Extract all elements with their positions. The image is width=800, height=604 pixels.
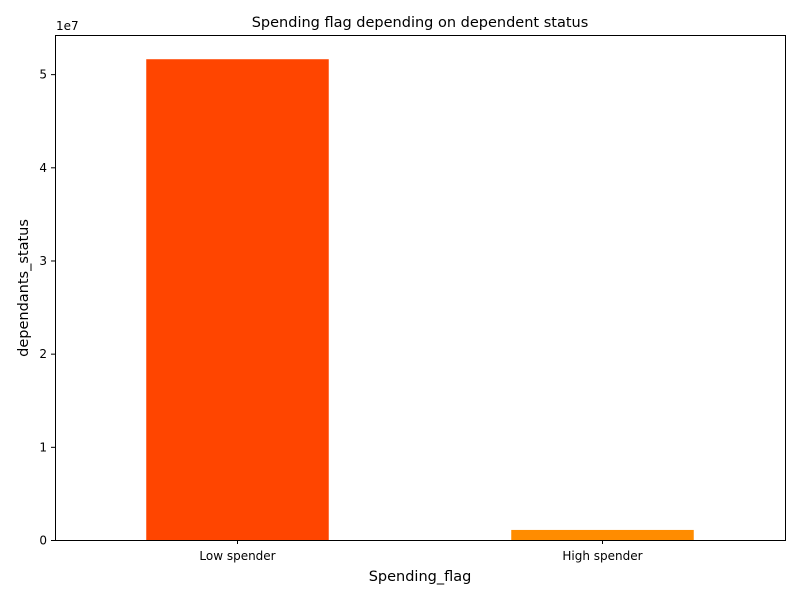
bar-low-spender bbox=[146, 59, 329, 540]
x-tick-label: Low spender bbox=[199, 549, 275, 563]
bars-layer bbox=[146, 59, 694, 540]
x-axis-ticks: Low spender High spender bbox=[199, 540, 643, 563]
y-tick-label: 5 bbox=[39, 68, 47, 82]
x-axis-label: Spending_flag bbox=[369, 569, 472, 585]
y-tick-label: 2 bbox=[39, 347, 47, 361]
y-tick-label: 0 bbox=[39, 534, 47, 548]
x-tick-label: High spender bbox=[562, 549, 642, 563]
y-tick-label: 3 bbox=[39, 254, 47, 268]
bar-high-spender bbox=[511, 529, 694, 540]
y-tick-label: 4 bbox=[39, 161, 47, 175]
plot-frame bbox=[55, 35, 786, 541]
y-axis-ticks: 0 1 2 3 4 5 bbox=[39, 68, 55, 548]
y-axis-label: dependants_status bbox=[16, 219, 32, 357]
y-tick-label: 1 bbox=[39, 440, 47, 454]
y-axis-offset-label: 1e7 bbox=[56, 19, 79, 33]
chart-title: Spending flag depending on dependent sta… bbox=[252, 15, 589, 31]
